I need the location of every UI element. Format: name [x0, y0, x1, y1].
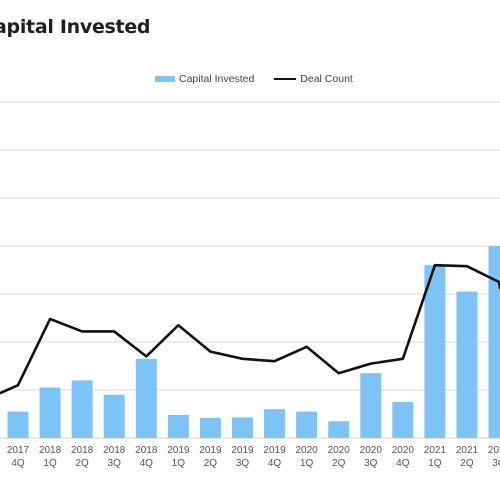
legend-item-capital-invested: Capital Invested	[155, 73, 254, 85]
x-tick-label-quarter: 2Q	[204, 458, 218, 469]
x-tick-label-year: 2019	[199, 445, 222, 456]
x-tick-label-year: 2018	[39, 445, 62, 456]
x-tick-label-year: 2020	[296, 445, 319, 456]
x-tick-label-quarter: 2Q	[332, 458, 346, 469]
x-tick-label-quarter: 1Q	[172, 458, 186, 469]
bar-capital-invested	[264, 409, 286, 438]
x-tick-label-year: 2020	[360, 445, 383, 456]
x-tick-label-year: 2018	[103, 445, 126, 456]
x-tick-label-year: 2020	[392, 445, 415, 456]
x-tick-label-year: 2019	[263, 445, 286, 456]
chart-title: apital Invested	[0, 16, 151, 38]
x-tick-label-quarter: 3Q	[236, 458, 250, 469]
x-tick-label-quarter: 3Q	[364, 458, 378, 469]
bar-capital-invested	[135, 358, 157, 438]
x-tick-label-year: 2019	[167, 445, 190, 456]
legend-swatch-bar	[155, 76, 175, 82]
chart-legend: Capital Invested Deal Count	[155, 73, 373, 85]
x-tick-label-year: 2020	[328, 445, 351, 456]
bar-capital-invested	[71, 380, 93, 438]
x-tick-label-quarter: 3Q	[492, 458, 500, 469]
bar-capital-invested	[424, 265, 446, 438]
x-tick-label-quarter: 4Q	[140, 458, 154, 469]
x-tick-label-year: 2019	[231, 445, 254, 456]
x-tick-label-quarter: 4Q	[11, 458, 25, 469]
x-tick-label-year: 2021	[456, 445, 479, 456]
x-tick-label-quarter: 4Q	[396, 458, 410, 469]
bar-capital-invested	[392, 402, 414, 438]
legend-label-deal-count: Deal Count	[300, 73, 353, 85]
x-tick-label-year: 2018	[71, 445, 94, 456]
x-tick-label-quarter: 1Q	[428, 458, 442, 469]
bar-capital-invested	[199, 417, 221, 438]
bar-capital-invested	[7, 411, 29, 438]
bar-capital-invested	[39, 387, 61, 438]
bar-capital-invested	[328, 421, 350, 438]
bar-capital-invested	[103, 394, 125, 438]
x-tick-label-quarter: 2Q	[75, 458, 89, 469]
legend-label-capital-invested: Capital Invested	[179, 73, 255, 85]
x-tick-label-quarter: 1Q	[43, 458, 57, 469]
x-tick-label-year: 2021	[488, 445, 500, 456]
bar-capital-invested	[167, 414, 189, 438]
x-tick-label-quarter: 1Q	[300, 458, 314, 469]
x-tick-label-year: 2021	[424, 445, 447, 456]
x-tick-label-year: 2018	[135, 445, 158, 456]
legend-item-deal-count: Deal Count	[274, 73, 353, 85]
bar-capital-invested	[456, 291, 478, 438]
line-deal-count	[0, 263, 500, 395]
legend-swatch-line	[274, 78, 297, 80]
bar-capital-invested	[231, 417, 253, 438]
bar-capital-invested	[296, 411, 318, 438]
bar-capital-invested	[488, 246, 500, 438]
bar-capital-invested	[360, 373, 382, 438]
x-tick-label-quarter: 2Q	[460, 458, 474, 469]
x-tick-label-quarter: 4Q	[268, 458, 282, 469]
x-tick-label-year: 2017	[7, 445, 30, 456]
x-tick-label-quarter: 3Q	[108, 458, 122, 469]
